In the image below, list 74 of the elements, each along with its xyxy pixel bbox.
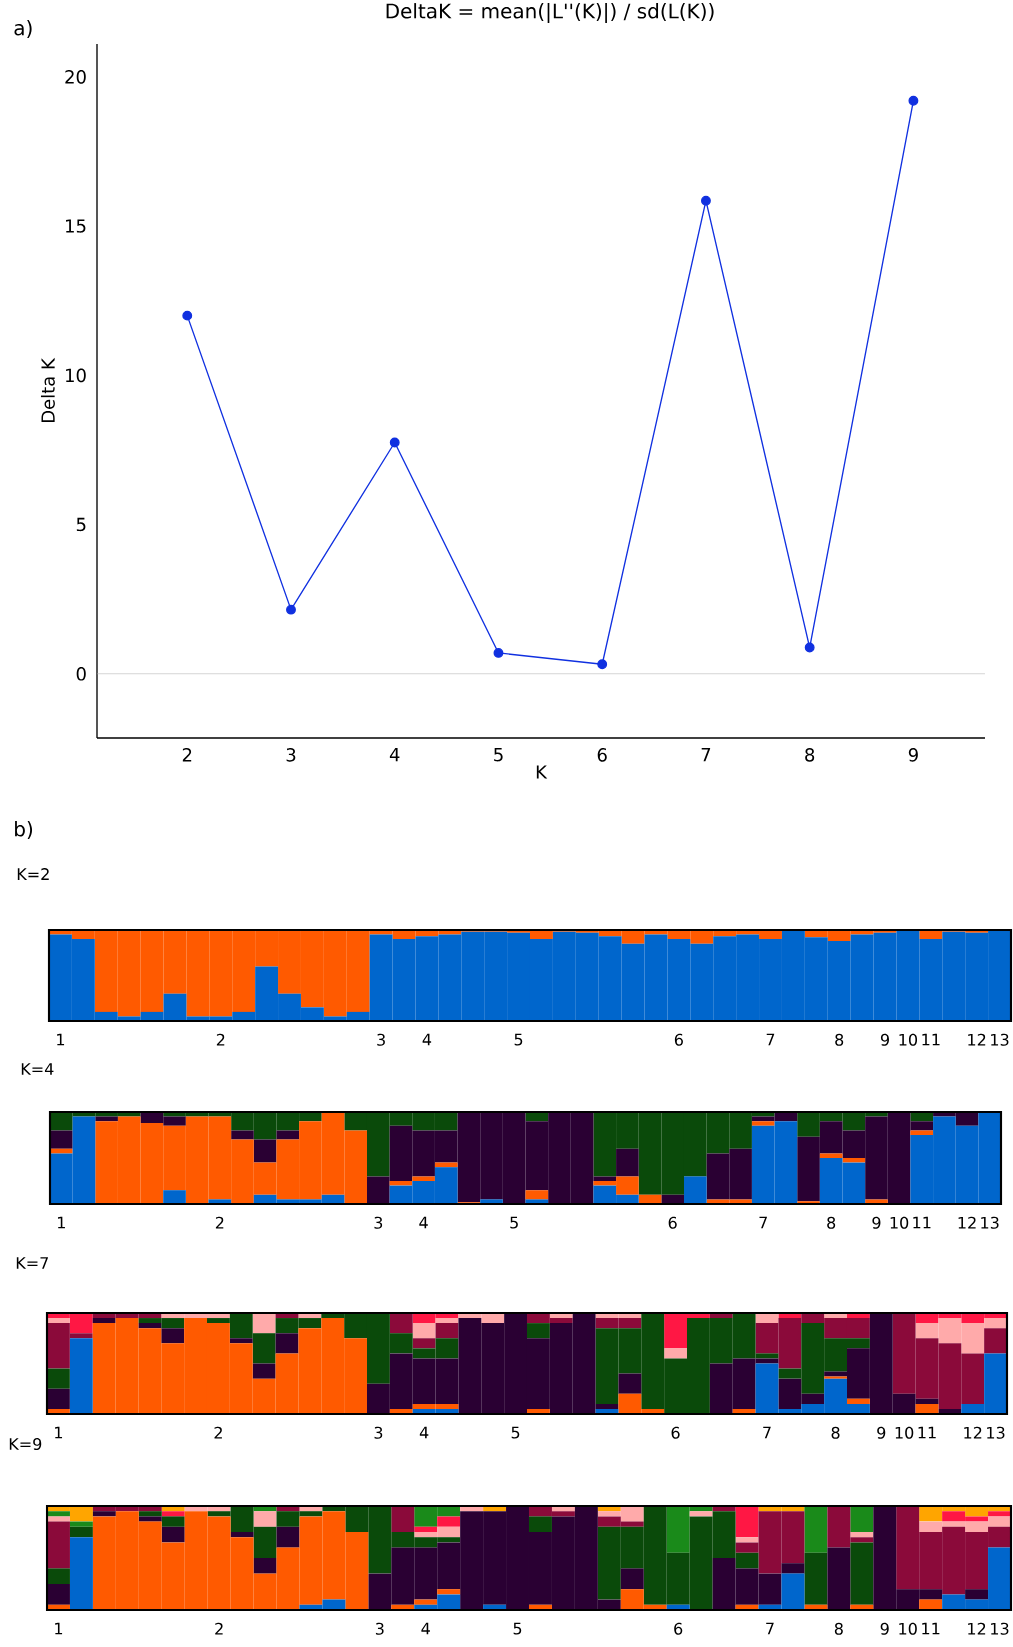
x-tick-label: 6: [674, 1622, 683, 1635]
x-tick-label: 7: [766, 1622, 774, 1635]
text: b): [15, 821, 33, 839]
x-tick-label: 3: [374, 1426, 383, 1439]
x-tick-label: 2: [215, 1622, 223, 1635]
x-tick-label: 7: [759, 1216, 767, 1229]
x-tick-label: 7: [701, 748, 711, 762]
x-tick-label: 5: [514, 1033, 523, 1046]
x-tick-label: 4: [419, 1216, 428, 1229]
x-tick-label: 4: [421, 1622, 430, 1635]
x-tick-label: 6: [597, 748, 607, 762]
x-tick-label: 5: [511, 1426, 520, 1439]
x-tick-label: 3: [375, 1622, 384, 1635]
chart-title: DeltaK = mean(|L''(K)|) / sd(L(K)): [386, 2, 714, 23]
y-tick-label: 10: [66, 368, 86, 383]
x-tick-label: 13: [981, 1216, 999, 1229]
chart-title: K=7: [16, 1257, 48, 1269]
x-tick-label: 8: [834, 1622, 843, 1635]
text: a): [14, 20, 32, 38]
x-tick-label: 11: [918, 1426, 936, 1439]
x-tick-label: 11: [913, 1216, 931, 1229]
x-tick-label: 12: [964, 1426, 982, 1439]
x-tick-label: 9: [880, 1622, 889, 1635]
x-tick-label: 8: [827, 1216, 836, 1229]
x-tick-label: 12: [968, 1033, 986, 1046]
x-tick-label: 10: [895, 1426, 914, 1439]
x-tick-label: 3: [374, 1216, 383, 1229]
x-tick-label: 9: [877, 1426, 886, 1439]
x-tick-label: 3: [377, 1033, 385, 1046]
x-tick-label: 6: [668, 1216, 677, 1229]
x-tick-label: 1: [55, 1426, 63, 1439]
x-tick-label: 11: [922, 1622, 940, 1635]
x-tick-label: 6: [674, 1033, 683, 1046]
y-tick-label: 5: [76, 517, 86, 532]
y-tick-label: 20: [65, 70, 86, 84]
x-tick-label: 9: [908, 748, 918, 762]
y-axis-title: Delta K: [40, 357, 55, 422]
x-tick-label: 10: [899, 1622, 917, 1635]
x-tick-label: 5: [494, 748, 503, 762]
x-tick-label: 2: [214, 1426, 222, 1439]
x-tick-label: 4: [422, 1033, 432, 1046]
x-tick-label: 9: [880, 1033, 889, 1046]
x-tick-label: 13: [987, 1426, 1005, 1439]
x-tick-label: 5: [513, 1622, 522, 1635]
x-tick-label: 5: [510, 1216, 518, 1229]
x-tick-label: 1: [57, 1033, 65, 1046]
x-axis-title: K: [536, 765, 548, 779]
x-tick-label: 2: [215, 1216, 224, 1229]
chart-title: K=9: [9, 1437, 42, 1451]
x-tick-label: 6: [671, 1426, 680, 1439]
x-tick-label: 7: [766, 1033, 775, 1046]
x-tick-label: 8: [805, 748, 815, 762]
chart-title: K=2: [17, 868, 49, 880]
x-tick-label: 8: [835, 1033, 844, 1046]
x-tick-label: 12: [958, 1216, 976, 1229]
x-tick-label: 2: [182, 748, 192, 762]
x-tick-label: 7: [763, 1426, 771, 1439]
x-tick-label: 4: [389, 748, 400, 762]
x-tick-label: 4: [419, 1426, 429, 1439]
y-tick-label: 15: [66, 219, 86, 233]
y-tick-label: 0: [76, 667, 86, 681]
chart-title: K=4: [21, 1063, 54, 1075]
x-tick-label: 12: [968, 1622, 986, 1635]
x-tick-label: 9: [872, 1216, 881, 1229]
x-tick-label: 13: [991, 1622, 1009, 1635]
x-tick-label: 1: [55, 1622, 63, 1635]
x-tick-label: 13: [991, 1033, 1009, 1046]
x-tick-label: 10: [899, 1033, 918, 1046]
x-tick-label: 3: [286, 748, 296, 762]
x-tick-label: 8: [831, 1426, 840, 1439]
x-tick-label: 1: [57, 1216, 65, 1229]
x-tick-label: 11: [922, 1033, 940, 1046]
x-tick-label: 10: [890, 1216, 909, 1229]
x-tick-label: 2: [216, 1033, 225, 1046]
